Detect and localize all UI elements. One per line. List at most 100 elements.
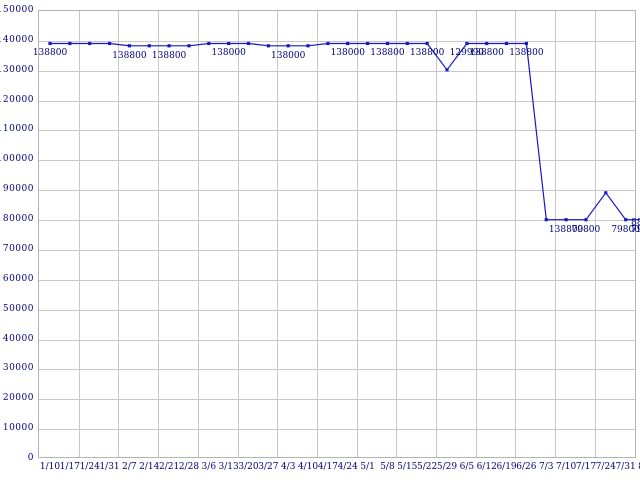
y-axis-tick-label: 100000: [0, 154, 34, 165]
gridline-horizontal: [39, 309, 635, 311]
gridline-horizontal: [39, 100, 635, 102]
data-point-marker: [346, 41, 350, 46]
data-point-marker: [485, 41, 489, 46]
gridline-vertical: [79, 11, 80, 457]
gridline-horizontal: [39, 160, 635, 162]
x-axis-tick-label: 4/17: [317, 462, 338, 472]
data-point-value-label: 79800: [631, 224, 640, 235]
gridline-vertical: [555, 11, 556, 457]
x-axis-tick-label: 5/8: [380, 462, 395, 472]
y-axis-tick-label: 90000: [2, 184, 34, 195]
x-axis-tick-label: 5/1: [360, 462, 375, 472]
x-axis-tick-label: 8/7: [638, 462, 640, 472]
y-axis-tick-label: 80000: [2, 214, 34, 225]
data-point-marker: [147, 44, 151, 48]
y-axis-tick-label: 70000: [2, 243, 34, 254]
x-axis-tick-label: 1/31: [99, 462, 120, 472]
data-point-marker: [385, 41, 390, 46]
gridline-horizontal: [39, 40, 635, 42]
data-point-marker: [48, 41, 52, 46]
x-axis-tick-label: 6/12: [476, 462, 497, 472]
y-axis-tick-label: 120000: [0, 94, 34, 105]
data-point-value-label: 138000: [330, 48, 365, 59]
data-point-value-label: 79800: [571, 224, 601, 235]
gridline-vertical: [436, 11, 437, 457]
x-axis-tick-label: 6/26: [516, 462, 537, 472]
data-point-value-label: 138800: [409, 48, 445, 59]
x-axis-tick-label: 5/15: [397, 462, 418, 472]
data-point-marker: [167, 44, 171, 48]
y-axis-tick-label: 0: [27, 453, 34, 463]
data-point-marker: [465, 41, 469, 46]
gridline-vertical: [198, 11, 199, 457]
x-axis-tick-label: 2/7: [122, 462, 137, 472]
x-axis-tick-label: 7/3: [539, 462, 554, 472]
data-point-marker: [445, 68, 449, 72]
gridline-vertical: [158, 11, 159, 457]
data-point-marker: [127, 44, 131, 48]
gridline-vertical: [238, 11, 239, 457]
x-axis-tick-label: 7/24: [595, 462, 616, 472]
gridline-vertical: [515, 11, 516, 457]
data-point-value-label: 138000: [271, 50, 306, 61]
gridline-vertical: [277, 11, 278, 457]
data-point-marker: [227, 41, 231, 46]
data-point-marker: [246, 41, 251, 46]
data-point-marker: [266, 44, 270, 48]
x-axis-tick-label: 5/29: [436, 462, 458, 472]
gridline-horizontal: [39, 130, 635, 132]
data-point-value-label: 138800: [548, 224, 584, 235]
x-axis-tick-label: 6/19: [496, 462, 517, 472]
y-axis-tick-label: 50000: [2, 303, 34, 314]
gridline-horizontal: [39, 399, 635, 401]
data-point-marker: [187, 44, 191, 48]
gridline-horizontal: [39, 220, 635, 222]
data-point-marker: [108, 41, 112, 46]
data-point-marker: [504, 41, 509, 46]
data-point-marker: [604, 191, 608, 195]
x-axis-tick-label: 2/28: [178, 462, 200, 472]
data-point-marker: [564, 218, 568, 222]
y-axis-tick-label: 30000: [2, 363, 34, 374]
data-point-value-label: 138800: [509, 48, 544, 59]
y-axis-tick-label: 40000: [2, 333, 34, 344]
gridline-horizontal: [39, 190, 635, 192]
data-point-value-label: 138800: [112, 50, 147, 61]
y-axis-tick-label: 20000: [2, 393, 34, 404]
data-point-marker: [286, 44, 290, 48]
x-axis-tick-label: 2/14: [139, 462, 160, 472]
gridline-horizontal: [39, 249, 635, 251]
y-axis-tick-label: 10000: [2, 423, 34, 434]
x-axis-tick-label: 3/6: [201, 462, 217, 472]
x-axis-tick-label: 4/3: [280, 462, 296, 472]
data-point-marker: [306, 44, 310, 48]
data-point-value-label: 138800: [151, 50, 187, 61]
x-axis-tick-label: 3/27: [258, 462, 279, 472]
data-point-marker: [68, 41, 72, 46]
data-point-marker: [88, 41, 92, 46]
y-axis-tick-label: 150000: [0, 5, 34, 15]
data-point-value-label: 138000: [211, 48, 246, 59]
y-axis-tick-label: 60000: [2, 273, 34, 284]
x-axis-tick-label: 7/31: [615, 462, 636, 472]
data-point-value-label: 88800: [631, 217, 640, 228]
gridline-horizontal: [39, 429, 635, 431]
x-axis-tick-label: 6/5: [459, 462, 475, 472]
gridline-vertical: [595, 11, 596, 457]
data-point-marker: [405, 41, 409, 46]
data-point-marker: [624, 218, 628, 222]
gridline-horizontal: [39, 369, 635, 371]
data-point-marker: [207, 41, 211, 46]
gridline-vertical: [317, 11, 318, 457]
x-axis-tick-label: 3/20: [238, 462, 259, 472]
data-point-value-label: 138800: [32, 48, 68, 59]
gridline-vertical: [396, 11, 397, 457]
plot-area: [38, 10, 636, 458]
data-point-value-label: 129990: [449, 48, 485, 59]
x-axis-tick-label: 2/21: [158, 462, 180, 472]
gridline-horizontal: [39, 279, 635, 281]
